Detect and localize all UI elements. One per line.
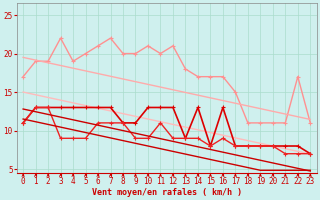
- X-axis label: Vent moyen/en rafales ( km/h ): Vent moyen/en rafales ( km/h ): [92, 188, 242, 197]
